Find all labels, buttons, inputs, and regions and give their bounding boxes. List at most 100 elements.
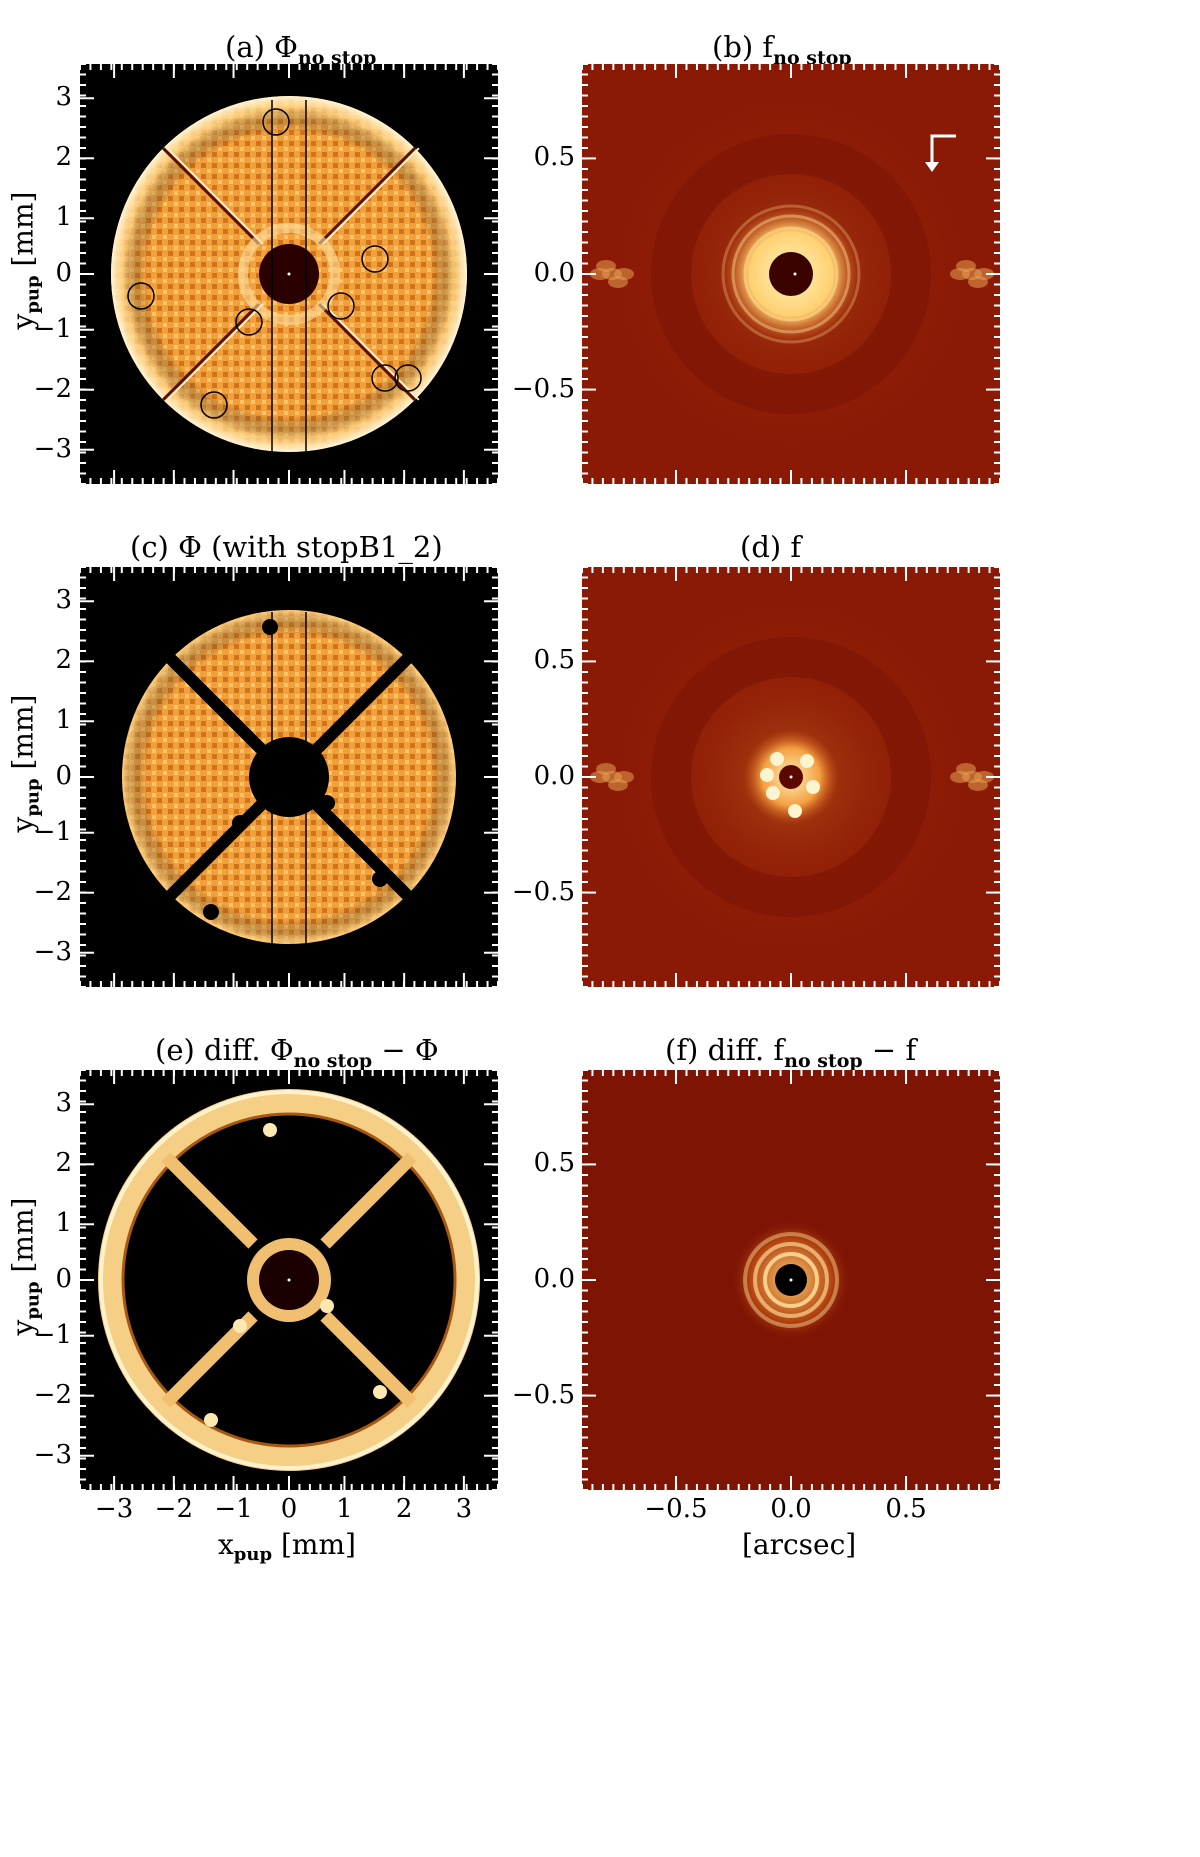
panel-title-e: (e) diff. Φno stop − Φ [155, 1033, 439, 1072]
pupil-y-tick-label: 0 [55, 761, 72, 791]
x-axis-label-pupil: xpup [mm] [218, 1528, 356, 1565]
psf-center-dot [789, 775, 793, 779]
psf-x-tick-label: −0.5 [644, 1494, 708, 1524]
psf-speckle [766, 786, 780, 800]
pupil-x-tick-label: −2 [154, 1494, 193, 1524]
psf-image [590, 577, 994, 977]
stop-blob [204, 1413, 218, 1427]
psf-panel-d [581, 566, 1001, 988]
spider-arm-edge [322, 303, 420, 401]
pupil-y-tick-label: −2 [33, 373, 72, 404]
psf-center-dot [789, 1278, 793, 1282]
spider-arm-edge [166, 147, 264, 245]
pupil-x-tick-label: −1 [214, 1494, 253, 1524]
psf-x-tick-label: 0.5 [885, 1494, 927, 1524]
stop-blob [372, 871, 388, 887]
pupil-x-tick-label: 0 [280, 1494, 298, 1524]
spider-arm-edge [166, 303, 264, 401]
dust-circle [327, 292, 355, 320]
psf-panel-f [581, 1069, 1001, 1491]
spider-arm [161, 1152, 258, 1249]
panel-title-b: (b) fno stop [712, 30, 852, 69]
psf-x-tick-label: 0.0 [770, 1494, 812, 1524]
psf-dark-ring [651, 637, 931, 917]
pupil-y-tick-label: −1 [33, 313, 72, 344]
psf-ring [721, 204, 861, 344]
psf-y-tick-label: 0.5 [533, 645, 575, 676]
panel-title-c: (c) Φ (with stopB1_2) [130, 530, 443, 564]
speckle-lobe [974, 771, 994, 783]
pupil-x-tick-label: 1 [336, 1494, 353, 1524]
pupil-ring-inner-edge [121, 1112, 457, 1448]
pupil-y-tick-label: −3 [33, 936, 72, 967]
pupil-y-tick-label: 0 [55, 1264, 72, 1294]
pupil-y-tick-label: 0 [55, 258, 72, 288]
pupil-ring [98, 1089, 480, 1471]
psf-speckle [788, 804, 802, 818]
center-dot [287, 272, 291, 276]
psf-y-tick-label: −0.5 [511, 876, 575, 907]
dust-circle [235, 308, 263, 336]
arrow-marker-icon [930, 134, 956, 164]
spider-arm [317, 302, 416, 401]
pupil-y-tick-label: 1 [55, 705, 72, 736]
spider-arm [320, 1311, 417, 1408]
stop-blob [262, 619, 278, 635]
speckle-lobe [614, 771, 634, 783]
psf-y-tick-label: −0.5 [511, 373, 575, 404]
pupil-image [111, 96, 467, 456]
dust-circle [361, 245, 389, 273]
pupil-y-tick-label: −1 [33, 816, 72, 847]
central-ring [238, 223, 340, 325]
pupil-y-tick-label: 3 [55, 585, 72, 616]
psf-image [590, 74, 994, 474]
stop-blob [320, 1299, 334, 1313]
psf-y-tick-label: −0.5 [511, 1379, 575, 1410]
x-axis-label-psf: [arcsec] [742, 1528, 857, 1561]
psf-y-tick-label: 0.5 [533, 142, 575, 173]
spider-arm [162, 147, 261, 246]
tick-marks [79, 63, 499, 485]
panel-title-a: (a) Φno stop [225, 30, 377, 69]
stop-blob [203, 904, 219, 920]
psf-panel-b [581, 63, 1001, 485]
panel-title-f: (f) diff. fno stop − f [665, 1033, 917, 1072]
center-dot [287, 1278, 291, 1282]
central-obscuration [249, 737, 329, 817]
tick-marks [581, 1069, 1001, 1491]
pupil-y-tick-label: 2 [55, 1148, 72, 1179]
psf-ring [763, 1252, 819, 1308]
stop-blob [233, 1319, 247, 1333]
spider-arm [317, 147, 416, 246]
dust-circle [200, 391, 228, 419]
pupil-y-tick-label: 2 [55, 645, 72, 676]
pupil-y-tick-label: 3 [55, 82, 72, 113]
pupil-y-tick-label: −2 [33, 1379, 72, 1410]
psf-y-tick-label: 0.0 [533, 761, 575, 791]
pupil-y-tick-label: 1 [55, 1208, 72, 1239]
psf-speckle [806, 780, 820, 794]
psf-center [769, 252, 813, 296]
tick-marks [79, 1069, 499, 1491]
stop-blob [373, 1385, 387, 1399]
pupil-y-tick-label: −2 [33, 876, 72, 907]
dust-circle [394, 364, 422, 392]
stop-blob [232, 815, 248, 831]
dust-circle [371, 364, 399, 392]
psf-dark-ring [651, 134, 931, 414]
pupil-y-tick-label: −1 [33, 1319, 72, 1350]
pupil-x-tick-label: 3 [455, 1494, 473, 1524]
pupil-panel-a [79, 63, 499, 485]
spider-arm [162, 302, 261, 401]
psf-speckle [770, 752, 784, 766]
stop-blob [263, 1123, 277, 1137]
tick-marks [79, 566, 499, 988]
psf-ring [743, 226, 839, 322]
pupil-x-tick-label: −3 [94, 1494, 134, 1524]
pupil-y-tick-label: −3 [33, 1439, 72, 1470]
dust-circle [127, 282, 155, 310]
pupil-panel-e [79, 1069, 499, 1491]
psf-speckle [800, 754, 814, 768]
psf-y-tick-label: 0.0 [533, 258, 575, 288]
stop-blob [319, 795, 335, 811]
